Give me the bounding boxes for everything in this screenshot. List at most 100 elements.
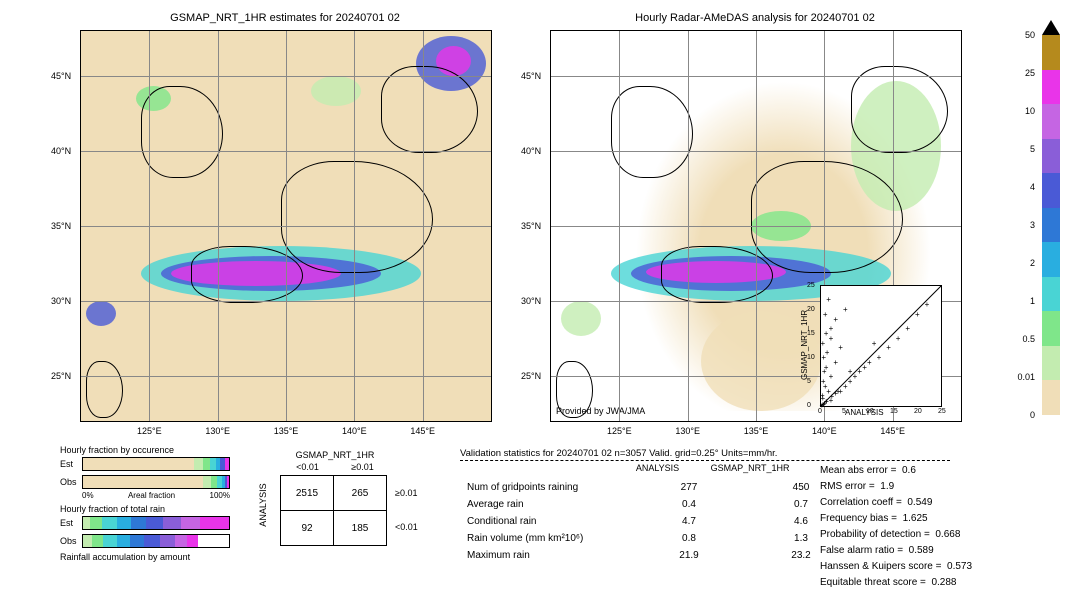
scatter-xlabel: ANALYSIS	[845, 408, 884, 417]
left-map: 25°N30°N35°N40°N45°N125°E130°E135°E140°E…	[80, 30, 492, 422]
contingency-yheader: ANALYSIS	[258, 470, 268, 540]
colorbar-tick: 50	[1025, 30, 1035, 40]
stat-label: Num of gridpoints raining	[457, 480, 642, 495]
y-tick: 30°N	[51, 296, 71, 306]
score-label: Probability of detection =	[820, 529, 930, 540]
score-value: 0.6	[902, 465, 916, 476]
scatter-point: +	[836, 390, 841, 394]
scatter-ylabel: GSMAP_NRT_1HR	[800, 310, 809, 380]
score-label: Hanssen & Kuipers score =	[820, 561, 941, 572]
left-map-title: GSMAP_NRT_1HR estimates for 20240701 02	[80, 12, 490, 24]
y-tick: 35°N	[51, 221, 71, 231]
stat-analysis: 21.9	[644, 548, 734, 563]
colorbar-tick: 5	[1030, 144, 1035, 154]
row-obs2: Obs	[60, 536, 82, 546]
stat-label: Average rain	[457, 497, 642, 512]
stat-label: Rain volume (mm km²10⁶)	[457, 531, 642, 546]
stats-title: Validation statistics for 20240701 02 n=…	[460, 448, 777, 459]
score-label: RMS error =	[820, 481, 875, 492]
scatter-point: +	[848, 380, 853, 384]
scatter-point: +	[820, 342, 825, 346]
colorbar-tick: 25	[1025, 68, 1035, 78]
stat-analysis: 0.8	[644, 531, 734, 546]
scatter-xtick: 25	[938, 408, 946, 415]
x-tick: 125°E	[607, 426, 632, 436]
scatter-point: +	[830, 395, 835, 399]
scatter-point: +	[824, 400, 829, 404]
scatter-point: +	[821, 380, 826, 384]
row-obs: Obs	[60, 477, 82, 487]
scatter-xtick: 20	[914, 408, 922, 415]
score-label: Mean abs error =	[820, 465, 896, 476]
x-tick: 130°E	[205, 426, 230, 436]
x-tick: 145°E	[410, 426, 435, 436]
scatter-point: +	[905, 327, 910, 331]
y-tick: 35°N	[521, 221, 541, 231]
contingency-rowlbl0: ≥0.01	[395, 488, 417, 498]
colorbar-tick: 0.01	[1017, 372, 1035, 382]
scatter-point: +	[925, 303, 930, 307]
scatter-point: +	[833, 318, 838, 322]
colorbar-tick: 0	[1030, 410, 1035, 420]
scatter-point: +	[886, 346, 891, 350]
colorbar-tick: 4	[1030, 182, 1035, 192]
score-value: 0.668	[935, 529, 960, 540]
y-tick: 40°N	[51, 146, 71, 156]
scores-list: Mean abs error = 0.6RMS error = 1.9Corre…	[820, 463, 972, 591]
score-label: Equitable threat score =	[820, 577, 926, 588]
cell-00: 2515	[281, 476, 334, 511]
y-tick: 45°N	[51, 71, 71, 81]
x-tick: 135°E	[744, 426, 769, 436]
stat-analysis: 0.4	[644, 497, 734, 512]
colorbar	[1042, 35, 1060, 415]
scatter-inset: ++++++++++++++++++++++++++++++++++++++++…	[820, 285, 942, 407]
contingency-xheader: GSMAP_NRT_1HR	[280, 450, 390, 460]
score-label: False alarm ratio =	[820, 545, 903, 556]
occurrence-chart: Hourly fraction by occurence Est Obs 0% …	[60, 445, 230, 562]
colorbar-tick: 1	[1030, 296, 1035, 306]
stat-analysis: 277	[644, 480, 734, 495]
colorbar-tick: 10	[1025, 106, 1035, 116]
col-gsmap: GSMAP_NRT_1HR	[695, 463, 805, 473]
y-tick: 30°N	[521, 296, 541, 306]
right-map-title: Hourly Radar-AMeDAS analysis for 2024070…	[550, 12, 960, 24]
x-tick: 125°E	[137, 426, 162, 436]
y-tick: 25°N	[51, 371, 71, 381]
stats-table: Num of gridpoints raining277450Average r…	[455, 478, 868, 565]
xmin: 0%	[82, 491, 94, 500]
totalrain-title: Hourly fraction of total rain	[60, 504, 230, 514]
scatter-xtick: 15	[890, 408, 898, 415]
scatter-point: +	[822, 370, 827, 374]
scatter-point: +	[867, 361, 872, 365]
x-tick: 140°E	[342, 426, 367, 436]
stat-label: Conditional rain	[457, 514, 642, 529]
scatter-point: +	[826, 298, 831, 302]
scatter-point: +	[825, 351, 830, 355]
score-value: 0.589	[909, 545, 934, 556]
y-tick: 25°N	[521, 371, 541, 381]
scatter-point: +	[896, 337, 901, 341]
scatter-ytick: 25	[807, 282, 815, 289]
xmax: 100%	[210, 491, 230, 500]
stat-analysis: 4.7	[644, 514, 734, 529]
colorbar-overflow-icon	[1042, 20, 1060, 35]
score-label: Correlation coeff =	[820, 497, 902, 508]
x-tick: 145°E	[880, 426, 905, 436]
score-value: 0.288	[931, 577, 956, 588]
score-value: 0.573	[947, 561, 972, 572]
contingency-rowlbl1: <0.01	[395, 522, 418, 532]
scatter-point: +	[823, 313, 828, 317]
scatter-point: +	[833, 361, 838, 365]
x-tick: 130°E	[675, 426, 700, 436]
col-analysis: ANALYSIS	[623, 463, 693, 473]
cell-11: 185	[334, 511, 387, 546]
y-tick: 45°N	[521, 71, 541, 81]
scatter-point: +	[872, 342, 877, 346]
score-value: 0.549	[907, 497, 932, 508]
colorbar-tick: 0.5	[1022, 334, 1035, 344]
colorbar-tick: 2	[1030, 258, 1035, 268]
cell-10: 92	[281, 511, 334, 546]
row-est2: Est	[60, 518, 82, 528]
accum-title: Rainfall accumulation by amount	[60, 552, 230, 562]
scatter-point: +	[829, 327, 834, 331]
